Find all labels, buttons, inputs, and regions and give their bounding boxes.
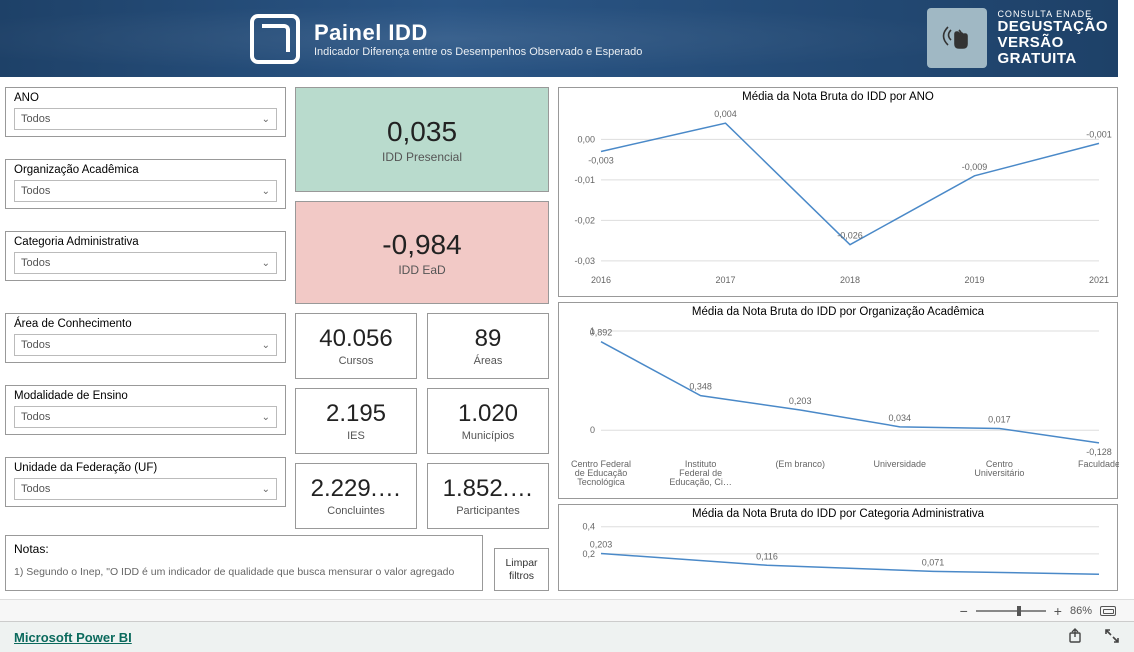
svg-text:Universidade: Universidade	[874, 459, 927, 469]
chart-cat[interactable]: Média da Nota Bruta do IDD por Categoria…	[558, 504, 1118, 591]
chevron-down-icon: ⌄	[262, 258, 270, 269]
svg-text:-0,03: -0,03	[574, 256, 595, 266]
banner-title: Painel IDD	[314, 20, 642, 46]
svg-text:-0,128: -0,128	[1086, 447, 1112, 457]
tap-gesture-icon[interactable]	[927, 8, 987, 68]
svg-text:-0,009: -0,009	[962, 162, 988, 172]
notes-box: Notas: 1) Segundo o Inep, "O IDD é um in…	[5, 535, 483, 591]
filter-mod: Modalidade de Ensino Todos⌄	[5, 385, 286, 435]
svg-text:2021: 2021	[1089, 275, 1109, 285]
zoom-percent: 86%	[1070, 605, 1092, 617]
chart-org[interactable]: Média da Nota Bruta do IDD por Organizaç…	[558, 302, 1118, 499]
logo-icon	[250, 14, 300, 64]
kpi-cursos: 40.056Cursos	[295, 313, 417, 379]
dropdown-cat[interactable]: Todos⌄	[14, 252, 277, 274]
svg-text:-0,001: -0,001	[1086, 129, 1112, 139]
svg-text:0,4: 0,4	[582, 522, 595, 532]
svg-text:0,2: 0,2	[582, 549, 595, 559]
share-icon[interactable]	[1068, 628, 1084, 647]
filter-uf: Unidade da Federação (UF) Todos⌄	[5, 457, 286, 507]
filter-ano: ANO Todos⌄	[5, 87, 286, 137]
svg-text:0,348: 0,348	[689, 382, 712, 392]
chevron-down-icon: ⌄	[262, 340, 270, 351]
svg-text:0,00: 0,00	[577, 134, 595, 144]
kpi-concluintes: 2.229.…Concluintes	[295, 463, 417, 529]
footer-bar: Microsoft Power BI	[0, 622, 1134, 652]
filter-cat: Categoria Administrativa Todos⌄	[5, 231, 286, 281]
svg-text:0,892: 0,892	[590, 328, 613, 338]
filter-area: Área de Conhecimento Todos⌄	[5, 313, 286, 363]
svg-text:0,017: 0,017	[988, 415, 1011, 425]
zoom-slider[interactable]	[976, 610, 1046, 612]
svg-text:-0,026: -0,026	[837, 231, 863, 241]
svg-text:0,004: 0,004	[714, 109, 737, 119]
svg-text:-0,003: -0,003	[588, 156, 614, 166]
dropdown-org[interactable]: Todos⌄	[14, 180, 277, 202]
kpi-participantes: 1.852.…Participantes	[427, 463, 549, 529]
svg-text:-0,01: -0,01	[574, 175, 595, 185]
fit-to-page-icon[interactable]	[1100, 606, 1116, 616]
chevron-down-icon: ⌄	[262, 114, 270, 125]
kpi-areas: 89Áreas	[427, 313, 549, 379]
svg-text:0,071: 0,071	[922, 557, 945, 567]
dropdown-uf[interactable]: Todos⌄	[14, 478, 277, 500]
powerbi-link[interactable]: Microsoft Power BI	[14, 630, 132, 645]
chevron-down-icon: ⌄	[262, 412, 270, 423]
kpi-ies: 2.195IES	[295, 388, 417, 454]
svg-text:0,203: 0,203	[789, 396, 812, 406]
kpi-municipios: 1.020Municípios	[427, 388, 549, 454]
svg-text:2019: 2019	[964, 275, 984, 285]
dropdown-mod[interactable]: Todos⌄	[14, 406, 277, 428]
clear-filters-button[interactable]: Limpar filtros	[494, 548, 549, 591]
kpi-idd-ead: -0,984 IDD EaD	[295, 201, 549, 304]
svg-text:Faculdade: Faculdade	[1078, 459, 1119, 469]
svg-text:2018: 2018	[840, 275, 860, 285]
dropdown-area[interactable]: Todos⌄	[14, 334, 277, 356]
svg-text:Universitário: Universitário	[974, 468, 1024, 478]
kpi-idd-presencial: 0,035 IDD Presencial	[295, 87, 549, 192]
fullscreen-icon[interactable]	[1104, 628, 1120, 647]
svg-text:Tecnológica: Tecnológica	[577, 477, 625, 487]
chevron-down-icon: ⌄	[262, 186, 270, 197]
chart-ano[interactable]: Média da Nota Bruta do IDD por ANO 0,00-…	[558, 87, 1118, 297]
svg-text:0,116: 0,116	[756, 551, 778, 561]
promo-text: CONSULTA ENADE DEGUSTAÇÃO VERSÃO GRATUIT…	[997, 10, 1108, 67]
svg-text:2016: 2016	[591, 275, 611, 285]
svg-text:0: 0	[590, 425, 595, 435]
zoom-in-button[interactable]: +	[1054, 603, 1062, 619]
banner-subtitle: Indicador Diferença entre os Desempenhos…	[314, 46, 642, 58]
svg-text:0,034: 0,034	[889, 413, 912, 423]
svg-text:(Em branco): (Em branco)	[775, 459, 825, 469]
svg-text:-0,02: -0,02	[574, 215, 595, 225]
svg-text:Educação, Ci…: Educação, Ci…	[669, 477, 732, 487]
dropdown-ano[interactable]: Todos⌄	[14, 108, 277, 130]
svg-text:2017: 2017	[715, 275, 735, 285]
zoom-out-button[interactable]: −	[960, 603, 968, 619]
zoom-toolbar: − + 86%	[0, 600, 1134, 622]
svg-text:0,203: 0,203	[590, 539, 613, 549]
filter-org: Organização Acadêmica Todos⌄	[5, 159, 286, 209]
header-banner: Painel IDD Indicador Diferença entre os …	[0, 0, 1118, 77]
chevron-down-icon: ⌄	[262, 484, 270, 495]
